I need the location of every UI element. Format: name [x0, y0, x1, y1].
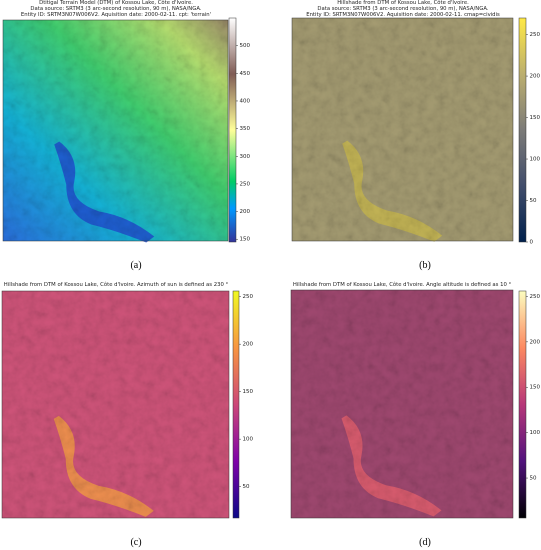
colorbar-tick-label: 200 [243, 342, 254, 348]
panel-title: Data source: SRTM3 (3 arc-second resolut… [30, 6, 201, 12]
colorbar-tick-label: 0 [530, 240, 534, 246]
colorbar [518, 17, 527, 243]
image-frame [290, 289, 514, 519]
colorbar-tick-label: 50 [243, 484, 250, 490]
colorbar-tick-label: 100 [530, 157, 541, 163]
panel-title: Hillshade from DTM of Kossou Lake, Côte … [293, 281, 512, 288]
terrain-texture [2, 291, 229, 518]
image-frame [1, 290, 230, 519]
colorbar-tick-label: 50 [530, 198, 537, 204]
colorbar-tick-label: 200 [240, 209, 251, 215]
image-frame [291, 17, 514, 242]
colorbar-tick-label: 450 [240, 71, 251, 77]
subfigure-label: (d) [419, 537, 431, 548]
colorbar-tick-label: 350 [240, 126, 251, 132]
colorbar-tick-label: 200 [530, 74, 541, 80]
colorbar-tick-label: 150 [530, 385, 541, 391]
colorbar-tick-label: 150 [530, 115, 541, 121]
colorbar-tick-label: 250 [240, 181, 251, 187]
subfigure-label: (b) [419, 260, 431, 271]
colorbar-tick-label: 100 [530, 430, 541, 436]
colorbar [232, 290, 240, 519]
subfigure-label: (a) [130, 260, 141, 271]
colorbar-tick-label: 250 [530, 294, 541, 300]
colorbar-tick-label: 50 [530, 476, 537, 482]
image-frame [2, 19, 229, 242]
colorbar [518, 290, 527, 519]
panel-title: Hillshade from DTM of Kossou Lake, Côte … [4, 281, 229, 288]
colorbar-tick-label: 150 [243, 389, 254, 395]
terrain-texture [292, 18, 513, 241]
panel-title: Hillshade from DTM of Kossou Lake, Côte … [337, 0, 469, 6]
colorbar-tick-label: 250 [243, 294, 254, 300]
colorbar-tick-label: 150 [240, 237, 251, 243]
panel-title: Dtitigal Terrain Model (DTM) of Kossou L… [39, 0, 193, 6]
colorbar-tick-label: 400 [240, 98, 251, 104]
colorbar-tick-label: 100 [243, 437, 254, 443]
colorbar [228, 17, 237, 243]
colorbar-tick-label: 300 [240, 154, 251, 160]
panel-title: Data source: SRTM3 (3 arc-second resolut… [317, 6, 488, 12]
colorbar-tick-label: 250 [530, 32, 541, 38]
terrain-texture [3, 20, 228, 241]
colorbar-tick-label: 500 [240, 43, 251, 49]
colorbar-tick-label: 200 [530, 339, 541, 345]
terrain-texture [291, 290, 513, 518]
panel-title: Entity ID: SRTM3N07W006V2. Aquisition da… [21, 12, 211, 18]
panel-title: Entity ID: SRTM3N07W006V2. Aquisition da… [306, 12, 500, 18]
subfigure-label: (c) [130, 537, 141, 548]
